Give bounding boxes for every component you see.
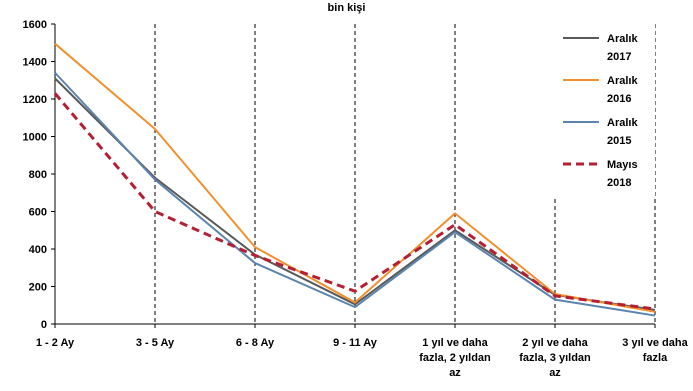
x-tick-label-line: 2 yıl ve daha <box>522 337 588 349</box>
x-tick-label-line: 9 - 11 Ay <box>333 337 378 349</box>
legend-box <box>548 22 655 198</box>
y-tick-label: 1400 <box>23 57 47 69</box>
y-tick-label: 0 <box>41 319 47 331</box>
x-tick-label-line: 1 - 2 Ay <box>36 337 75 349</box>
y-tick-label: 1200 <box>23 94 47 106</box>
x-tick-label-line: az <box>549 367 561 379</box>
legend-label-line: 2018 <box>607 177 631 189</box>
legend-label-line: Aralık <box>607 33 638 45</box>
x-tick-label-line: 6 - 8 Ay <box>236 337 275 349</box>
x-tick-label: 1 yıl ve daha fazla, 2 yıldan az <box>419 337 491 379</box>
legend-label-line: 2017 <box>607 51 631 63</box>
x-tick-label: 6 - 8 Ay <box>236 337 275 349</box>
x-tick-label-line: 3 - 5 Ay <box>136 337 175 349</box>
y-tick-label: 1600 <box>23 19 47 31</box>
y-tick-label: 400 <box>29 244 47 256</box>
y-tick-label: 600 <box>29 207 47 219</box>
x-tick-label-line: fazla <box>643 352 668 364</box>
legend-label-line: Aralık <box>607 117 638 129</box>
legend-label-line: Aralık <box>607 75 638 87</box>
legend-label: Aralık 2015 <box>607 117 638 147</box>
x-tick-label: 1 - 2 Ay <box>36 337 75 349</box>
x-tick-label-line: 1 yıl ve daha <box>422 337 488 349</box>
x-tick-label-line: 3 yıl ve daha <box>622 337 688 349</box>
x-tick-label: 3 yıl ve daha fazla <box>622 337 688 364</box>
x-tick-label: 2 yıl ve daha fazla, 3 yıldan az <box>519 337 591 379</box>
x-tick-label-line: az <box>449 367 461 379</box>
x-tick-label-line: fazla, 3 yıldan <box>519 352 591 364</box>
legend-label-line: 2015 <box>607 135 631 147</box>
legend-label-line: 2016 <box>607 93 631 105</box>
legend-label-line: Mayıs <box>607 159 638 171</box>
y-tick-label: 800 <box>29 169 47 181</box>
y-tick-label: 200 <box>29 282 47 294</box>
x-tick-label: 3 - 5 Ay <box>136 337 175 349</box>
y-tick-label: 1000 <box>23 132 47 144</box>
x-tick-label-line: fazla, 2 yıldan <box>419 352 491 364</box>
chart-title: bin kişi <box>327 2 366 14</box>
legend-label: Aralık 2016 <box>607 75 638 105</box>
legend-label: Aralık 2017 <box>607 33 638 63</box>
x-tick-label: 9 - 11 Ay <box>333 337 378 349</box>
legend-label: Mayıs 2018 <box>607 159 638 189</box>
